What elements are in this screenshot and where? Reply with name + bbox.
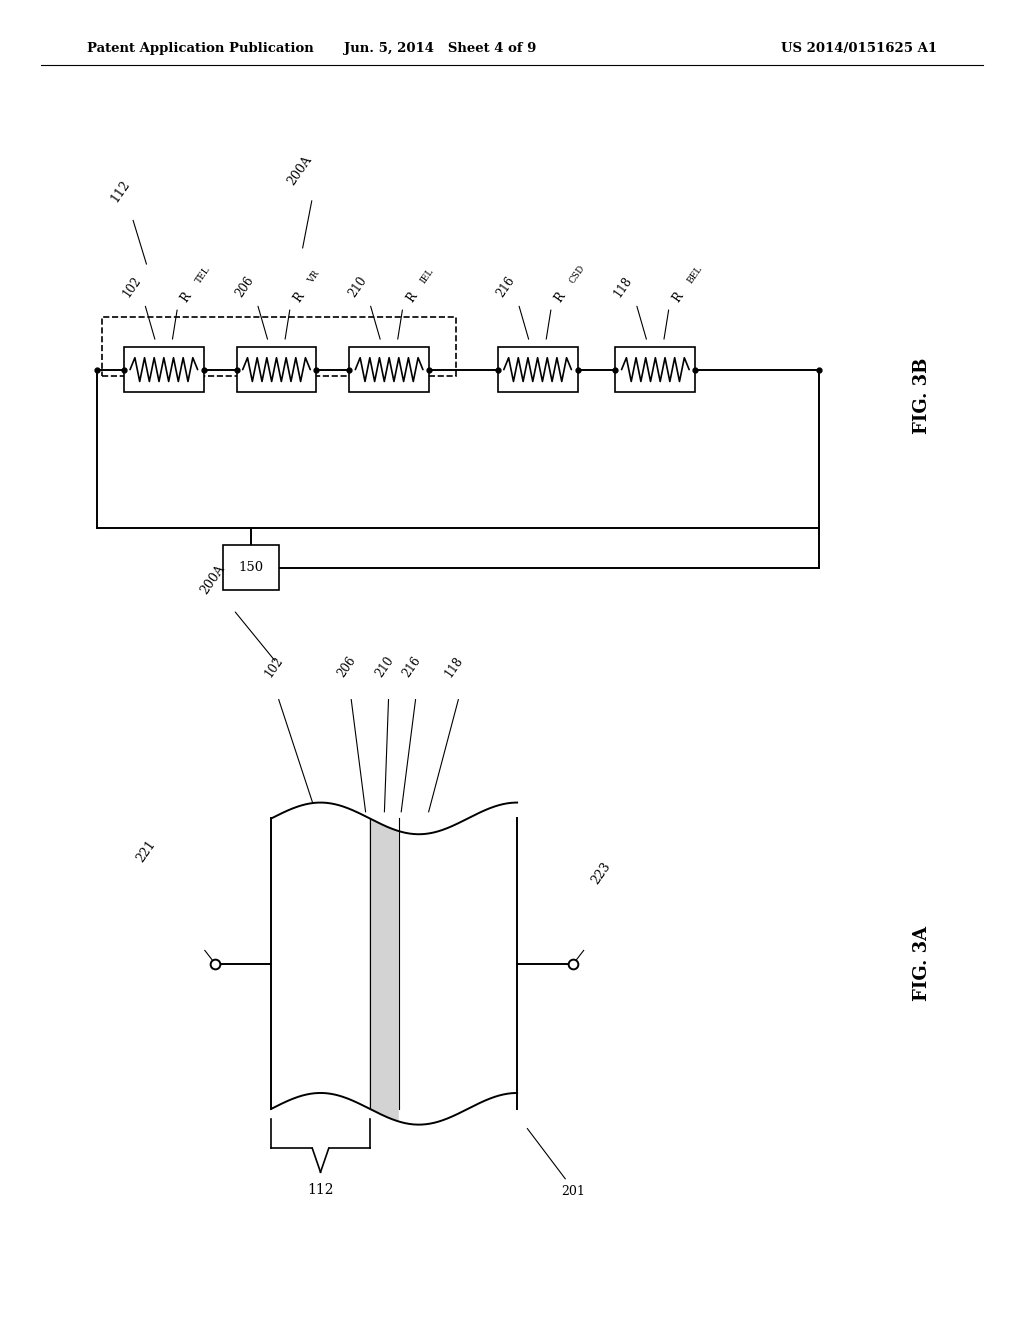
Text: Jun. 5, 2014   Sheet 4 of 9: Jun. 5, 2014 Sheet 4 of 9 bbox=[344, 42, 537, 55]
Text: 223: 223 bbox=[589, 861, 613, 887]
Text: 206: 206 bbox=[232, 275, 256, 300]
Text: 200A: 200A bbox=[199, 562, 227, 597]
Text: R: R bbox=[670, 290, 686, 305]
Text: BEL: BEL bbox=[685, 264, 703, 285]
Text: 201: 201 bbox=[561, 1185, 586, 1199]
Text: 118: 118 bbox=[612, 275, 635, 300]
Text: US 2014/0151625 A1: US 2014/0151625 A1 bbox=[781, 42, 937, 55]
Text: 216: 216 bbox=[494, 275, 517, 300]
Bar bbox=[615, 347, 695, 392]
Text: R: R bbox=[552, 290, 568, 305]
Text: IEL: IEL bbox=[419, 267, 435, 285]
Bar bbox=[498, 347, 578, 392]
Text: 102: 102 bbox=[263, 655, 287, 680]
Text: CSD: CSD bbox=[567, 264, 587, 285]
Polygon shape bbox=[398, 803, 517, 1125]
Bar bbox=[237, 347, 316, 392]
Text: 150: 150 bbox=[239, 561, 263, 574]
Text: 221: 221 bbox=[134, 838, 159, 865]
Text: 216: 216 bbox=[399, 655, 423, 680]
Text: FIG. 3A: FIG. 3A bbox=[912, 927, 931, 1001]
Polygon shape bbox=[370, 818, 399, 1122]
Text: Patent Application Publication: Patent Application Publication bbox=[87, 42, 313, 55]
Text: 210: 210 bbox=[345, 275, 369, 300]
Text: VR: VR bbox=[306, 269, 322, 285]
Text: TEL: TEL bbox=[194, 265, 212, 285]
Text: 210: 210 bbox=[373, 655, 396, 680]
Bar bbox=[223, 545, 279, 590]
Text: FIG. 3B: FIG. 3B bbox=[912, 358, 931, 434]
Text: 118: 118 bbox=[442, 655, 466, 680]
Text: 200A: 200A bbox=[286, 153, 314, 187]
Bar bbox=[349, 347, 429, 392]
Text: 206: 206 bbox=[336, 653, 358, 680]
Text: 102: 102 bbox=[120, 275, 143, 300]
Text: 112: 112 bbox=[109, 178, 133, 205]
Text: 112: 112 bbox=[307, 1183, 334, 1197]
Text: R: R bbox=[291, 290, 307, 305]
Text: R: R bbox=[178, 290, 195, 305]
Bar bbox=[124, 347, 204, 392]
Text: R: R bbox=[403, 290, 420, 305]
Bar bbox=[102, 317, 456, 376]
Polygon shape bbox=[271, 803, 370, 1109]
